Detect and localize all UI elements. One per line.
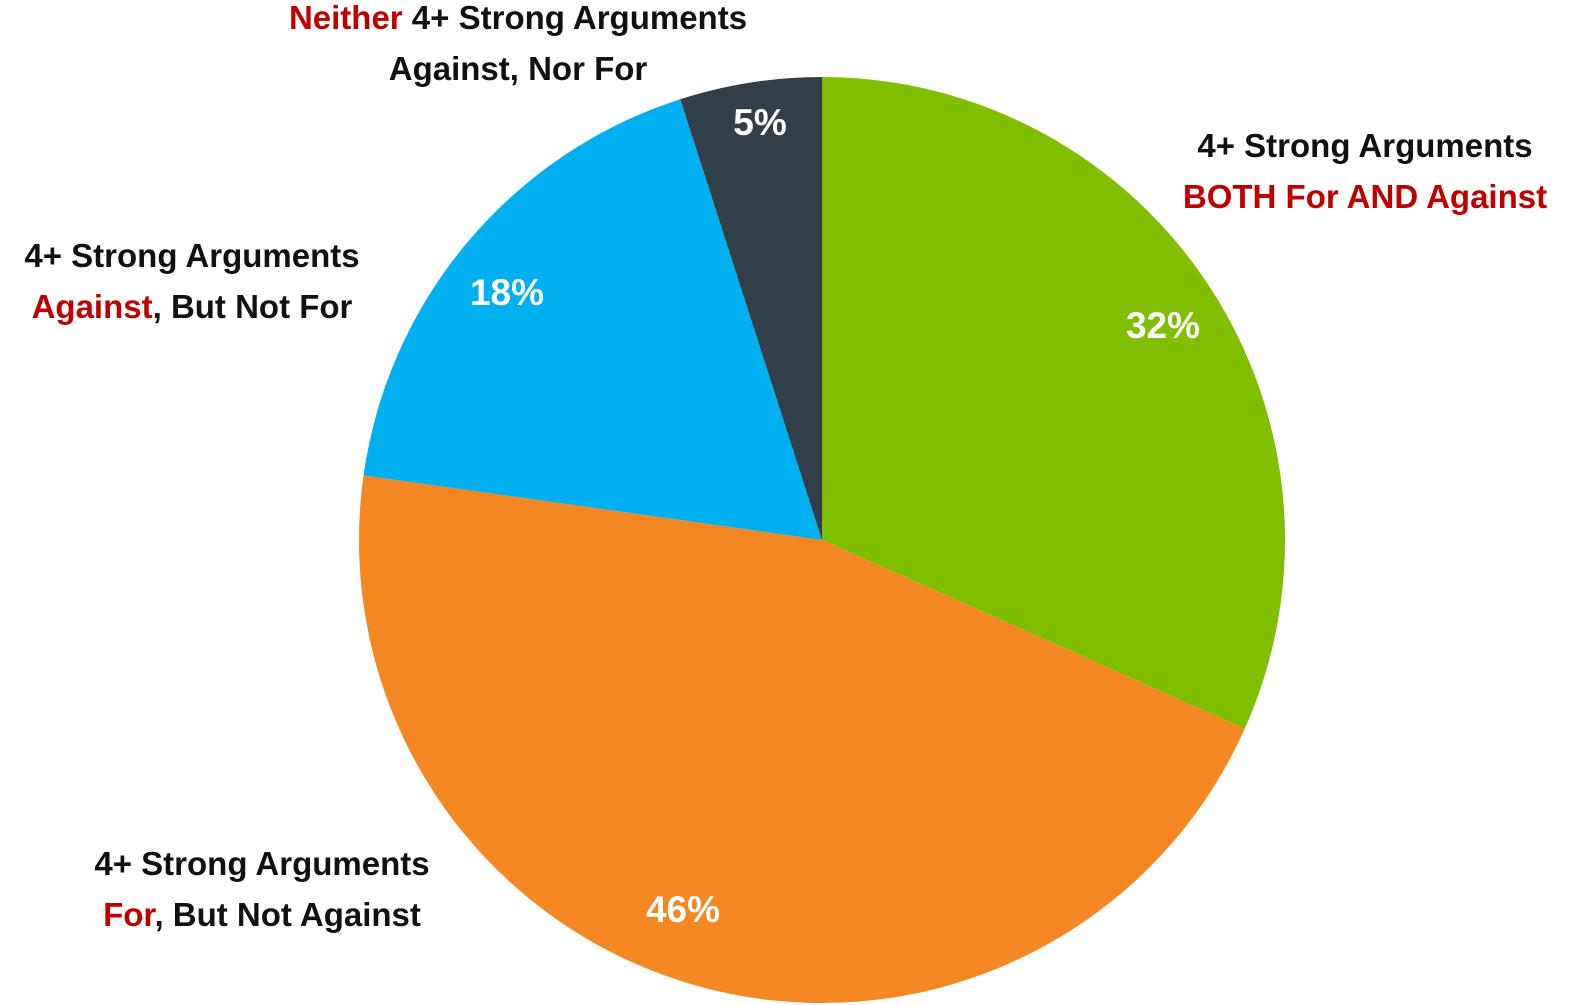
- category-label: 4+ Strong Arguments: [1197, 127, 1532, 164]
- category-label: Against, But Not For: [32, 288, 353, 325]
- label-run: Against: [32, 288, 153, 325]
- category-label: Against, Nor For: [389, 50, 648, 87]
- pie-slice: [822, 77, 1285, 729]
- value-label: 5%: [733, 102, 786, 143]
- label-run: , But Not Against: [154, 896, 420, 933]
- label-run: , But Not For: [153, 288, 353, 325]
- label-run: 4+ Strong Arguments: [94, 845, 429, 882]
- category-label: For, But Not Against: [103, 896, 421, 933]
- category-label: BOTH For AND Against: [1183, 178, 1547, 215]
- pie-slice: [363, 99, 822, 541]
- category-label: 4+ Strong Arguments: [94, 845, 429, 882]
- pie-slice: [680, 77, 822, 540]
- value-label: 32%: [1126, 305, 1200, 346]
- value-label: 46%: [646, 889, 720, 930]
- category-label: 4+ Strong Arguments: [24, 237, 359, 274]
- value-label: 18%: [470, 272, 544, 313]
- category-label: Neither 4+ Strong Arguments: [289, 0, 747, 36]
- label-run: Neither: [289, 0, 403, 36]
- label-run: For: [103, 896, 156, 933]
- pie-slice: [358, 475, 1245, 1004]
- label-run: 4+ Strong Arguments: [403, 0, 747, 36]
- label-run: BOTH For AND Against: [1183, 178, 1547, 215]
- label-run: 4+ Strong Arguments: [24, 237, 359, 274]
- label-run: Against, Nor For: [389, 50, 648, 87]
- label-run: 4+ Strong Arguments: [1197, 127, 1532, 164]
